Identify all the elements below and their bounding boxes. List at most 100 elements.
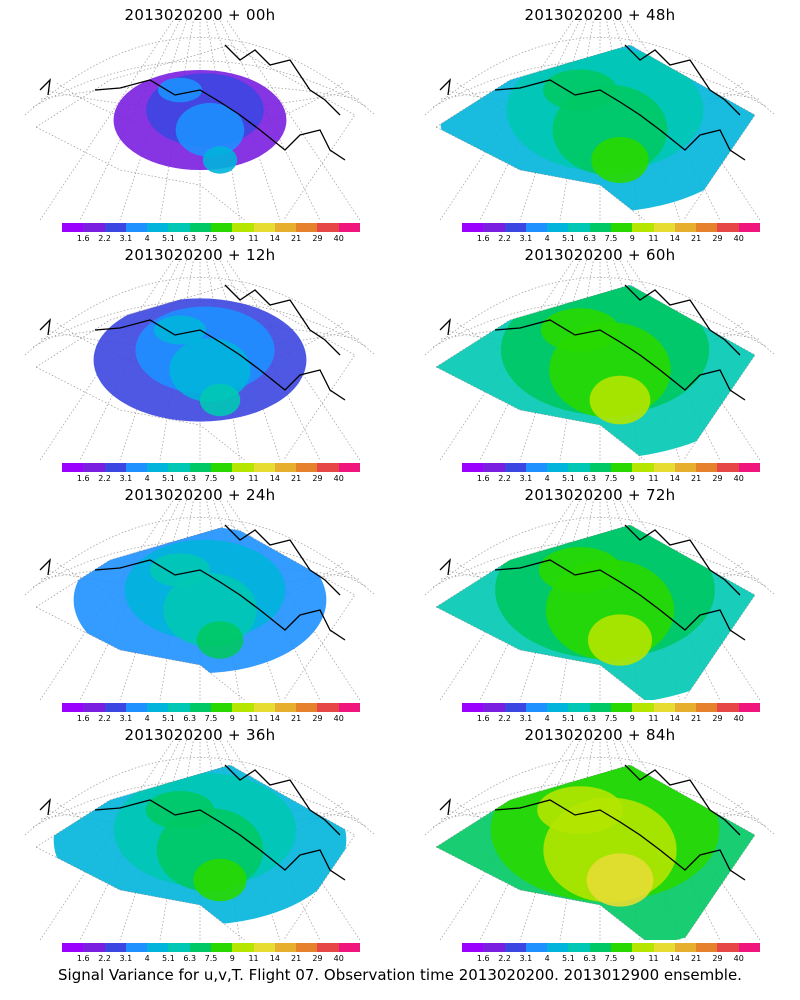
- colorbar-swatch: [632, 703, 654, 712]
- colorbar-swatch: [568, 463, 590, 472]
- colorbar-swatch: [274, 703, 297, 712]
- colorbar-tick-label: 14: [669, 234, 680, 243]
- forecast-panel: 2013020200 + 36h 1.6 2.2 3.1 4 5.1 6.3 7.5 9 11 14…: [0, 720, 400, 963]
- colorbar-tick-label: 21: [291, 954, 302, 963]
- colorbar-tick-label: 1.6: [476, 954, 490, 963]
- colorbar-tick-label: 7.5: [604, 474, 618, 483]
- colorbar-tick-label: 2.2: [98, 954, 111, 963]
- colorbar-tick-label: 6.3: [583, 954, 597, 963]
- colorbar-tick-label: 21: [691, 954, 702, 963]
- colorbar-swatch: [232, 223, 254, 232]
- colorbar-swatch: [696, 943, 718, 952]
- colorbar-swatch: [717, 703, 739, 712]
- variance-map: [24, 260, 376, 460]
- colorbar-tick-label: 29: [312, 954, 323, 963]
- colorbar-labels: 1.6 2.2 3.1 4 5.1 6.3 7.5 9 11 14 21 29 40: [54, 714, 374, 724]
- coastline: [39, 284, 346, 401]
- latitude-gridline: [48, 330, 352, 349]
- colorbar-labels: 1.6 2.2 3.1 4 5.1 6.3 7.5 9 11 14 21 29 40: [454, 954, 774, 964]
- colorbar-tick-label: 14: [269, 474, 280, 483]
- colorbar-swatch: [274, 463, 297, 472]
- forecast-panel: 2013020200 + 12h 1.6 2.2 3.1 4 5.1 6.3 7.5 9 11 14…: [0, 240, 400, 483]
- colorbar-tick-label: 11: [648, 714, 659, 723]
- variance-region: [196, 621, 244, 659]
- colorbar-tick-label: 29: [712, 954, 723, 963]
- colorbar-tick-label: 2.2: [98, 234, 111, 243]
- colorbar-labels: 1.6 2.2 3.1 4 5.1 6.3 7.5 9 11 14 21 29 40: [54, 954, 374, 964]
- forecast-panel: 2013020200 + 84h 1.6 2.2 3.1 4 5.1 6.3 7.5 9 11 14…: [400, 720, 800, 963]
- colorbar-tick-label: 7.5: [204, 234, 218, 243]
- colorbar-tick-label: 11: [248, 954, 259, 963]
- forecast-panel: 2013020200 + 24h 1.6 2.2 3.1 4 5.1 6.3 7.5 9 11 14…: [0, 480, 400, 723]
- colorbar-swatch: [296, 703, 318, 712]
- colorbar-swatch: [296, 943, 318, 952]
- colorbar-swatch: [253, 463, 275, 472]
- colorbar-swatch: [317, 703, 339, 712]
- colorbar-tick-label: 1.6: [76, 234, 90, 243]
- colorbar-tick-label: 4: [144, 474, 150, 483]
- colorbar-tick-label: 11: [248, 234, 259, 243]
- colorbar-swatch: [696, 463, 718, 472]
- variance-region: [537, 786, 623, 834]
- latitude-gridline: [56, 322, 344, 372]
- variance-region: [193, 858, 247, 902]
- colorbar-swatch: [232, 943, 254, 952]
- colorbar-swatch: [717, 463, 739, 472]
- colorbar: [62, 943, 360, 952]
- colorbar-swatch: [232, 463, 254, 472]
- latitude-gridline: [56, 82, 344, 132]
- colorbar-tick-label: 40: [733, 714, 744, 723]
- colorbar-swatch: [125, 463, 148, 472]
- panel-title: 2013020200 + 72h: [524, 486, 676, 504]
- forecast-panel: 2013020200 + 00h 1.6 2.2 3.1 4 5.1 6.3 7.5 9 11 14…: [0, 0, 400, 243]
- colorbar-labels: 1.6 2.2 3.1 4 5.1 6.3 7.5 9 11 14 21 29 40: [54, 234, 374, 244]
- colorbar-tick-label: 29: [712, 714, 723, 723]
- colorbar: [462, 943, 760, 952]
- colorbar-tick-label: 1.6: [76, 474, 90, 483]
- colorbar-tick-label: 29: [712, 234, 723, 243]
- colorbar-swatch: [504, 463, 526, 472]
- variance-region: [145, 791, 215, 829]
- coastline: [439, 44, 746, 161]
- variance-region: [589, 375, 651, 425]
- colorbar-tick-label: 6.3: [583, 234, 597, 243]
- colorbar-tick-label: 2.2: [98, 714, 111, 723]
- colorbar-tick-label: 1.6: [76, 714, 90, 723]
- latitude-gridline: [40, 564, 360, 580]
- variance-region: [175, 103, 245, 157]
- panel-title: 2013020200 + 24h: [124, 486, 276, 504]
- colorbar-swatch: [462, 703, 484, 712]
- colorbar-swatch: [338, 223, 360, 232]
- colorbar-swatch: [83, 703, 105, 712]
- colorbar-tick-label: 9: [629, 474, 635, 483]
- colorbar-swatch: [738, 463, 760, 472]
- colorbar-tick-label: 21: [691, 474, 702, 483]
- colorbar-swatch: [717, 943, 739, 952]
- colorbar-swatch: [125, 223, 148, 232]
- colorbar-tick-label: 11: [248, 474, 259, 483]
- colorbar-tick-label: 11: [648, 234, 659, 243]
- variance-region: [149, 553, 211, 587]
- colorbar-swatch: [696, 223, 718, 232]
- colorbar-swatch: [232, 703, 254, 712]
- colorbar-tick-label: 2.2: [98, 474, 111, 483]
- colorbar-swatch: [504, 223, 526, 232]
- colorbar-swatch: [147, 703, 169, 712]
- coastline: [439, 764, 746, 881]
- colorbar-swatch: [483, 703, 505, 712]
- colorbar-tick-label: 29: [312, 714, 323, 723]
- colorbar-tick-label: 9: [229, 954, 235, 963]
- colorbar-tick-label: 9: [229, 474, 235, 483]
- colorbar-tick-label: 9: [229, 714, 235, 723]
- colorbar-tick-label: 14: [669, 474, 680, 483]
- colorbar-swatch: [147, 463, 169, 472]
- colorbar-swatch: [62, 223, 84, 232]
- colorbar-tick-label: 3.1: [519, 474, 533, 483]
- colorbar-swatch: [338, 463, 360, 472]
- colorbar-tick-label: 2.2: [498, 714, 511, 723]
- colorbar-swatch: [653, 463, 675, 472]
- colorbar-swatch: [210, 463, 233, 472]
- colorbar-tick-label: 2.2: [498, 234, 511, 243]
- colorbar-swatch: [674, 943, 697, 952]
- colorbar-tick-label: 40: [333, 954, 344, 963]
